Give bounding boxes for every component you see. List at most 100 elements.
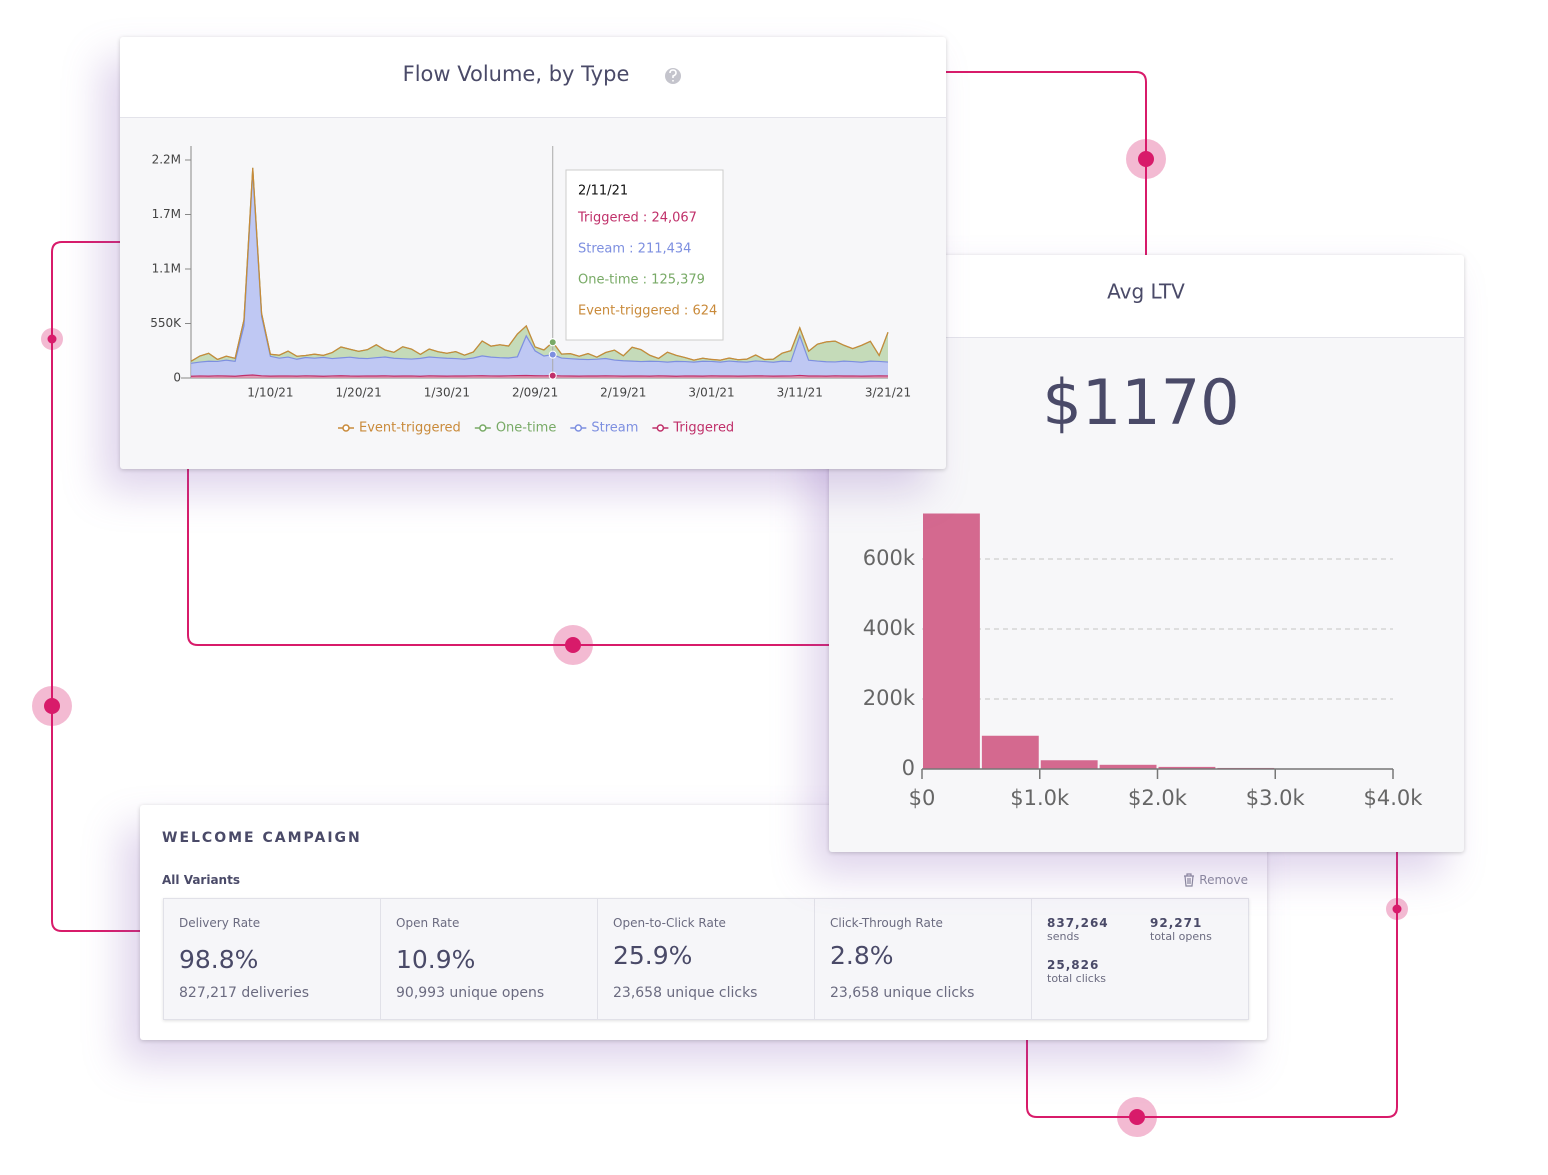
total-label: total clicks	[1047, 972, 1106, 985]
x-tick-label: $1.0k	[1010, 786, 1070, 810]
total-value: 92,271	[1150, 916, 1203, 930]
metric: Open Rate 10.9% 90,993 unique opens	[381, 899, 598, 1019]
metric-detail: 23,658 unique clicks	[830, 985, 975, 1001]
total-label: sends	[1047, 930, 1080, 943]
card-header	[120, 37, 946, 118]
total: 25,826 total clicks	[1047, 958, 1106, 986]
y-tick-label: 1.7M	[152, 207, 181, 221]
metric-value: 10.9%	[396, 945, 476, 974]
connector-line	[1026, 852, 1398, 1118]
bar	[1040, 760, 1098, 769]
remove-button[interactable]: Remove	[1183, 873, 1248, 887]
x-tick-label: $0	[909, 786, 936, 810]
node	[1138, 151, 1154, 167]
metric-detail: 90,993 unique opens	[396, 985, 545, 1001]
legend-swatch	[342, 424, 350, 432]
node	[1392, 904, 1402, 914]
series-line	[190, 167, 889, 362]
chart-title: Flow Volume, by Type	[403, 62, 630, 86]
area-fill	[191, 171, 888, 377]
metric-label: Delivery Rate	[179, 916, 261, 930]
area-fill	[191, 167, 888, 364]
total-label: total opens	[1150, 930, 1212, 943]
hover-point	[548, 371, 557, 380]
help-icon-glyph	[669, 69, 677, 82]
x-tick-label: 1/10/21	[247, 386, 293, 400]
hover-point	[548, 350, 557, 359]
series-line	[190, 374, 889, 377]
legend-label: Stream	[591, 421, 638, 436]
variant-filter[interactable]: All Variants	[162, 873, 240, 887]
metric: Delivery Rate 98.8% 827,217 deliveries	[164, 899, 381, 1019]
legend-label: Triggered	[672, 421, 734, 436]
metric-label: Click-Through Rate	[830, 916, 943, 930]
connector-line	[946, 71, 1147, 255]
bar	[923, 513, 980, 769]
y-tick-label: 200k	[863, 686, 916, 710]
tooltip-box	[565, 169, 724, 341]
ltv-chart: Avg LTV $1170 0 200k 400k 600k $0 $1.0k $2.0k $…	[863, 280, 1424, 811]
y-tick-label: 600k	[863, 546, 916, 570]
total-value: 25,826	[1047, 958, 1100, 972]
x-tick-label: 2/09/21	[512, 386, 558, 400]
chart-title: Avg LTV	[1107, 280, 1185, 304]
y-tick-label: 400k	[863, 616, 916, 640]
legend-label: One-time	[496, 421, 557, 436]
area-fill	[191, 167, 888, 362]
metric-value: 2.8%	[830, 941, 894, 970]
y-tick-label: 0	[173, 371, 181, 385]
metric: Open-to-Click Rate 25.9% 23,658 unique cli…	[598, 899, 815, 1019]
metric-label: Open-to-Click Rate	[613, 916, 726, 930]
tooltip-item: Stream : 211,434	[578, 242, 691, 257]
total-value: 837,264	[1047, 916, 1109, 930]
legend-swatch	[656, 424, 665, 432]
legend-swatch	[574, 424, 583, 432]
y-tick-label: 0	[902, 756, 915, 780]
bar	[1158, 766, 1216, 769]
tooltip-item: Event-triggered : 624	[578, 304, 717, 319]
node	[565, 637, 581, 653]
metrics-panel: Delivery Rate 98.8% 827,217 deliveries Ope…	[163, 898, 1249, 1020]
series-line	[190, 167, 889, 362]
x-tick-label: 3/21/21	[865, 386, 911, 400]
trash-icon	[1184, 873, 1195, 887]
total: 837,264 sends	[1047, 916, 1109, 944]
metric-detail: 23,658 unique clicks	[613, 985, 758, 1001]
hover-point	[548, 338, 557, 347]
x-tick-label: 2/19/21	[600, 386, 646, 400]
node	[44, 698, 60, 714]
tooltip-item: One-time : 125,379	[578, 273, 705, 288]
metric: Click-Through Rate 2.8% 23,658 unique clic…	[815, 899, 1032, 1019]
x-tick-label: 1/20/21	[336, 386, 382, 400]
connector-line	[51, 241, 140, 932]
flow-chart: Flow Volume, by Type 0 550K 1.1M 1.7M 2.2M 1/…	[150, 62, 911, 436]
metric-detail: 827,217 deliveries	[179, 985, 310, 1001]
series-line	[190, 171, 889, 364]
metric-label: Open Rate	[396, 916, 460, 930]
node	[47, 334, 57, 344]
legend-label: Event-triggered	[359, 421, 461, 436]
legend-swatch	[479, 424, 487, 432]
remove-label: Remove	[1199, 873, 1248, 887]
x-tick-label: 1/30/21	[424, 386, 470, 400]
y-tick-label: 550K	[150, 316, 182, 330]
x-tick-label: $3.0k	[1246, 786, 1306, 810]
metric-value: 98.8%	[179, 945, 259, 974]
tooltip-title: 2/11/21	[578, 184, 628, 199]
bar	[1099, 764, 1157, 769]
tooltip-item: Triggered : 24,067	[577, 211, 697, 226]
campaign-title: WELCOME CAMPAIGN	[162, 830, 362, 846]
metric-value: 25.9%	[613, 941, 693, 970]
node	[1129, 1109, 1145, 1125]
y-tick-label: 1.1M	[152, 262, 181, 276]
x-tick-label: $2.0k	[1128, 786, 1188, 810]
total: 92,271 total opens	[1150, 916, 1212, 944]
area-fill	[191, 375, 888, 378]
y-tick-label: 2.2M	[152, 153, 181, 167]
connector-line	[187, 469, 829, 646]
flow-card: Flow Volume, by Type 0 550K 1.1M 1.7M 2.2M 1/…	[120, 37, 946, 469]
bar	[981, 735, 1039, 769]
headline-value: $1170	[1042, 366, 1239, 439]
